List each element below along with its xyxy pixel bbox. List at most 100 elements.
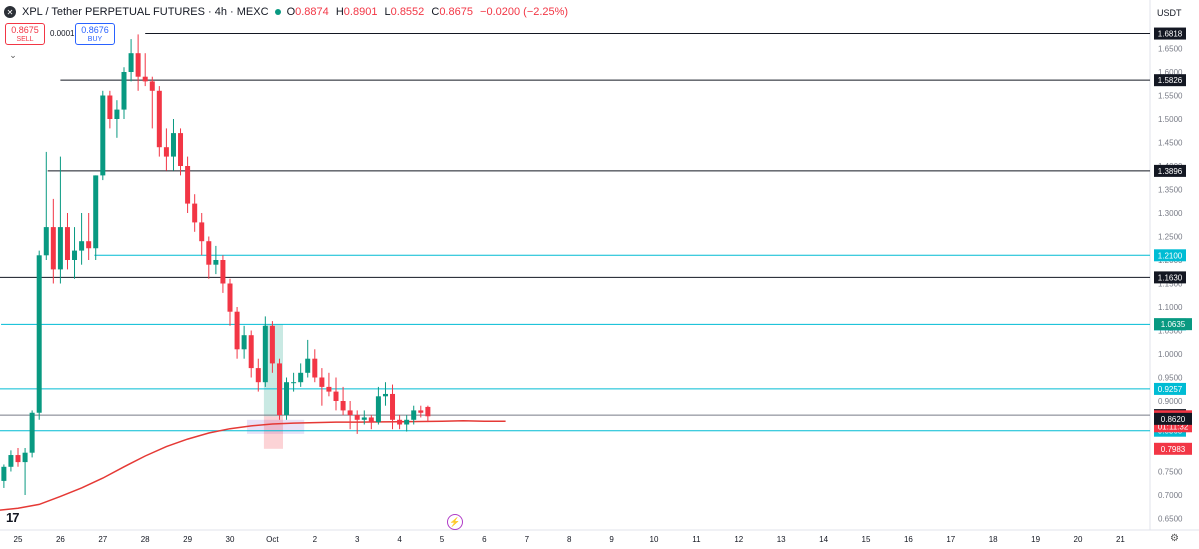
candle-body xyxy=(93,175,99,249)
lightning-icon[interactable]: ⚡ xyxy=(447,514,463,530)
candle-body xyxy=(206,241,212,265)
candle-body xyxy=(248,335,254,369)
candle-body xyxy=(340,401,346,411)
open-value: 0.8874 xyxy=(295,6,329,18)
candle-body xyxy=(114,109,120,119)
x-tick-label: 4 xyxy=(397,535,402,544)
x-tick-label: 15 xyxy=(862,535,871,544)
candle-body xyxy=(319,377,325,387)
tradingview-logo-icon[interactable]: 17 xyxy=(6,510,20,525)
level-badge xyxy=(1154,27,1186,40)
y-tick-label: 1.1500 xyxy=(1158,280,1183,289)
x-tick-label: 17 xyxy=(946,535,955,544)
x-tick-label: 9 xyxy=(609,535,614,544)
x-tick-label: 2 xyxy=(313,535,318,544)
level-badge xyxy=(1154,164,1186,177)
candle-body xyxy=(411,410,417,420)
price-badge xyxy=(1154,442,1192,455)
candle-body xyxy=(354,415,360,420)
candle-body xyxy=(107,95,113,119)
chevron-down-icon[interactable]: ⌄ xyxy=(9,50,17,60)
countdown-label: 01:11:32 xyxy=(1158,422,1189,431)
candle-body xyxy=(29,412,35,453)
buy-label: BUY xyxy=(87,36,103,43)
gear-icon[interactable]: ⚙ xyxy=(1170,533,1179,544)
level-badge xyxy=(1154,382,1186,395)
y-tick-label: 1.3500 xyxy=(1158,186,1183,195)
y-tick-label: 1.5000 xyxy=(1158,115,1183,124)
x-tick-label: 26 xyxy=(56,535,65,544)
candle-body xyxy=(312,358,318,378)
x-tick-label: 20 xyxy=(1074,535,1083,544)
y-tick-label: 0.9500 xyxy=(1158,374,1183,383)
candle-body xyxy=(156,90,162,148)
y-tick-label: 1.6000 xyxy=(1158,68,1183,77)
price-badge-label: 0.7983 xyxy=(1161,445,1186,454)
candle-body xyxy=(333,391,339,401)
price-badge xyxy=(1154,412,1192,425)
candle-body xyxy=(192,203,198,223)
price-badge-label: 1.0635 xyxy=(1161,320,1186,329)
candle-body xyxy=(227,283,233,312)
candle-body xyxy=(262,325,268,383)
candle-body xyxy=(284,382,290,416)
sell-price: 0.8675 xyxy=(11,25,39,35)
level-badge xyxy=(1154,271,1186,284)
x-tick-label: 8 xyxy=(567,535,572,544)
candle-body xyxy=(121,72,127,110)
candle-body xyxy=(220,260,226,284)
candle-body xyxy=(170,133,176,157)
x-tick-label: 16 xyxy=(904,535,913,544)
candle-body xyxy=(390,393,396,420)
candle-body xyxy=(291,382,297,384)
x-tick-label: 5 xyxy=(440,535,445,544)
x-tick-label: 11 xyxy=(692,535,701,544)
candle-body xyxy=(128,53,134,72)
candle-body xyxy=(22,452,28,463)
candle-body xyxy=(255,368,261,383)
y-tick-label: 1.5500 xyxy=(1158,92,1183,101)
y-tick-label: 1.6500 xyxy=(1158,45,1183,54)
y-tick-label: 0.6500 xyxy=(1158,515,1183,524)
x-tick-label: 10 xyxy=(650,535,659,544)
close-value: 0.8675 xyxy=(439,6,473,18)
x-tick-label: 19 xyxy=(1031,535,1040,544)
level-badge xyxy=(1154,249,1186,262)
level-badge-label: 1.1630 xyxy=(1158,273,1183,282)
candle-body xyxy=(8,455,14,467)
candle-body xyxy=(72,250,78,260)
y-tick-label: 1.1000 xyxy=(1158,303,1183,312)
chart-header: ✕ XPL / Tether PERPETUAL FUTURES · 4h · … xyxy=(4,4,568,20)
candle-body xyxy=(86,241,92,249)
candle-body xyxy=(142,76,148,82)
candle-body xyxy=(305,358,311,373)
candle-body xyxy=(425,406,431,417)
sell-button[interactable]: 0.8675 SELL xyxy=(5,23,45,45)
y-tick-label: 0.7000 xyxy=(1158,491,1183,500)
level-badge-label: 1.3896 xyxy=(1158,167,1183,176)
candle-body xyxy=(234,311,240,350)
price-badge-label: 0.8620 xyxy=(1161,415,1186,424)
market-status-icon xyxy=(274,9,281,15)
currency-label[interactable]: USDT xyxy=(1157,8,1182,18)
low-value: 0.8552 xyxy=(390,6,425,18)
x-tick-label: 14 xyxy=(819,535,828,544)
x-tick-label: 27 xyxy=(98,535,107,544)
buy-button[interactable]: 0.8676 BUY xyxy=(75,23,115,45)
spread-value: 0.0001 xyxy=(50,29,75,38)
x-tick-label: 18 xyxy=(989,535,998,544)
level-badge-label: 1.6818 xyxy=(1158,30,1183,39)
candle-body xyxy=(276,363,282,416)
candle-body xyxy=(178,133,184,166)
x-tick-label: 3 xyxy=(355,535,360,544)
xpl-logo-icon: ✕ xyxy=(4,6,16,18)
x-tick-label: 25 xyxy=(14,535,23,544)
candle-body xyxy=(213,260,219,265)
y-tick-label: 1.2500 xyxy=(1158,233,1183,242)
symbol-title[interactable]: XPL / Tether PERPETUAL FUTURES · 4h · ME… xyxy=(22,6,269,18)
x-tick-label: 13 xyxy=(777,535,786,544)
price-badge xyxy=(1154,318,1192,331)
candle-body xyxy=(382,393,388,397)
candle-body xyxy=(135,53,141,77)
